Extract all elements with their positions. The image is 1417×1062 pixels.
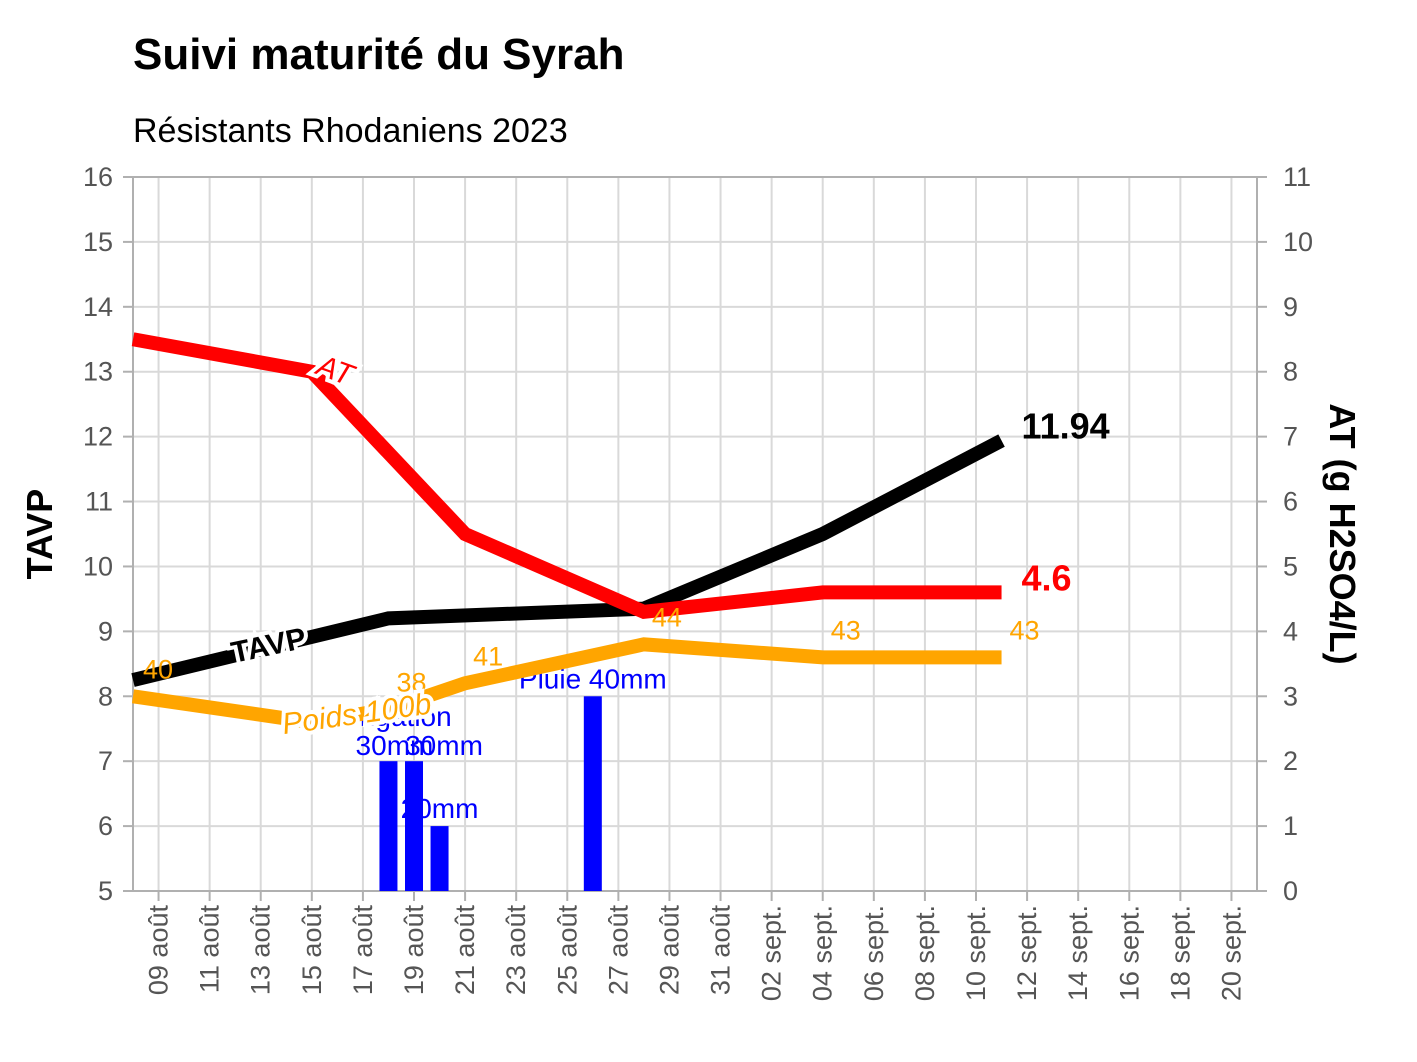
bar	[583, 696, 602, 891]
x-tick-label: 20 sept.	[1216, 905, 1246, 1001]
y-tick-label: 10	[83, 551, 113, 581]
y-tick-label: 6	[98, 811, 113, 841]
x-tick-label: 19 août	[399, 905, 429, 996]
series-end-label: 11.94	[1022, 406, 1110, 447]
x-tick-label: 29 août	[654, 905, 684, 996]
x-tick-label: 14 sept.	[1063, 905, 1093, 1001]
series-name-label: TAVP	[228, 622, 309, 670]
x-tick-label: 08 sept.	[910, 905, 940, 1001]
y2-tick-label: 0	[1283, 876, 1298, 906]
y2-tick-label: 3	[1283, 681, 1298, 711]
y2-tick-label: 6	[1283, 487, 1298, 517]
data-label: 43	[831, 615, 861, 645]
y2-tick-label: 1	[1283, 811, 1298, 841]
y2-tick-label: 7	[1283, 422, 1298, 452]
x-tick-label: 25 août	[552, 905, 582, 996]
x-tick-label: 13 août	[246, 905, 276, 996]
y2-tick-label: 2	[1283, 746, 1298, 776]
x-tick-label: 23 août	[501, 905, 531, 996]
data-label: 41	[473, 641, 503, 671]
data-label: 43	[1010, 615, 1040, 645]
y-axis-title: TAVP	[19, 489, 60, 580]
x-tick-label: 09 août	[144, 905, 174, 996]
irrigation-amount-label: 30mm	[356, 730, 434, 761]
x-tick-label: 15 août	[297, 905, 327, 996]
y2-tick-label: 11	[1283, 162, 1311, 192]
y-tick-label: 16	[83, 162, 113, 192]
bar-label: 20mm	[401, 793, 479, 824]
x-tick-label: 12 sept.	[1012, 905, 1042, 1001]
y2-tick-label: 4	[1283, 616, 1298, 646]
chart-subtitle: Résistants Rhodaniens 2023	[133, 112, 568, 150]
x-tick-label: 16 sept.	[1114, 905, 1144, 1001]
x-tick-label: 18 sept.	[1165, 905, 1195, 1001]
x-tick-label: 17 août	[348, 905, 378, 996]
irrigation-amount-label: 30mm	[405, 730, 483, 761]
data-label: 40	[143, 654, 173, 684]
data-label: 44	[652, 602, 682, 632]
x-tick-label: 04 sept.	[808, 905, 838, 1001]
y-tick-label: 5	[98, 876, 113, 906]
y-tick-label: 13	[83, 357, 113, 387]
y-tick-label: 12	[83, 422, 113, 452]
y-tick-label: 14	[83, 292, 113, 322]
bar	[379, 761, 398, 891]
y-tick-label: 9	[98, 616, 113, 646]
y-tick-label: 11	[85, 487, 113, 517]
data-label: 38	[396, 667, 426, 697]
series-line	[131, 332, 1002, 620]
y2-tick-label: 10	[1283, 227, 1313, 257]
y-tick-label: 7	[98, 746, 113, 776]
x-tick-label: 11 août	[195, 905, 225, 994]
series-line	[131, 637, 1002, 730]
x-tick-label: 06 sept.	[859, 905, 889, 1001]
y-tick-label: 15	[83, 227, 113, 257]
y2-tick-label: 8	[1283, 357, 1298, 387]
chart-title: Suivi maturité du Syrah	[133, 30, 625, 79]
x-tick-label: 10 sept.	[961, 905, 991, 1001]
y2-axis-title: AT (g H2SO4/L)	[1322, 403, 1363, 664]
y2-tick-label: 9	[1283, 292, 1298, 322]
x-tick-label: 21 août	[450, 905, 480, 996]
bar	[430, 826, 449, 891]
y2-tick-label: 5	[1283, 551, 1298, 581]
x-tick-label: 27 août	[603, 905, 633, 996]
x-tick-label: 31 août	[706, 905, 736, 996]
bar	[405, 761, 423, 891]
series-end-label: 4.6	[1022, 557, 1072, 598]
y-tick-label: 8	[98, 681, 113, 711]
x-tick-label: 02 sept.	[757, 905, 787, 1001]
